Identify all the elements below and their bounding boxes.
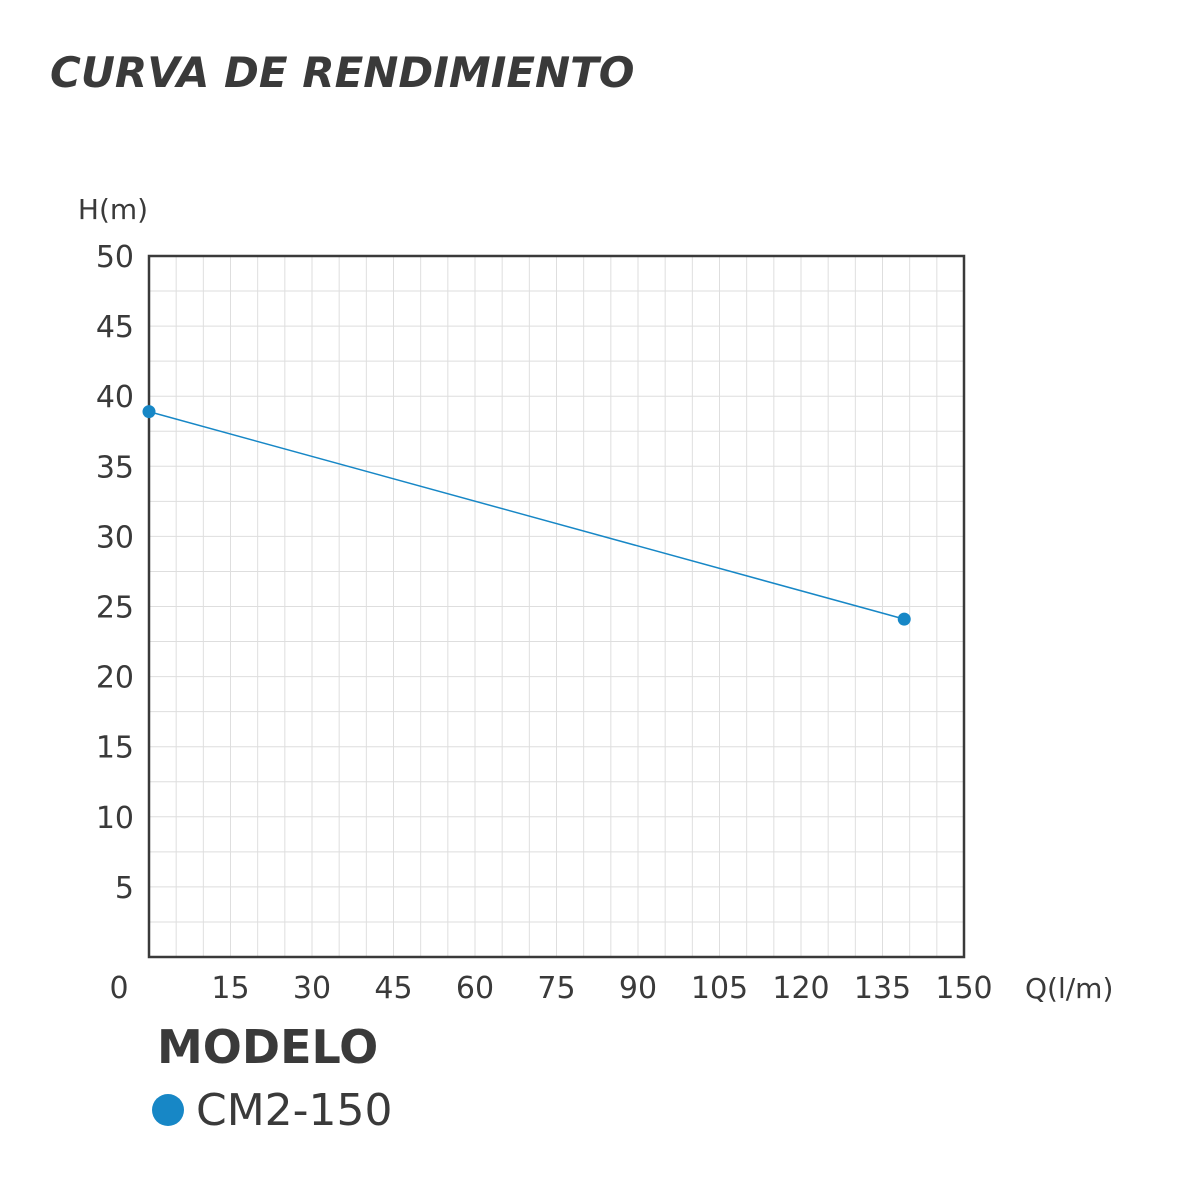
- y-axis-label: H(m): [78, 193, 148, 226]
- x-tick-label: 60: [456, 971, 494, 1006]
- legend-title: MODELO: [157, 1020, 379, 1074]
- grid-lines: [149, 256, 964, 957]
- y-tick-label: 20: [96, 661, 134, 696]
- chart-title: CURVA DE RENDIMIENTO: [50, 48, 635, 97]
- y-tick-label: 30: [96, 520, 134, 555]
- x-tick-label: 75: [537, 971, 575, 1006]
- x-tick-labels: 0 15 30 45 60 75 90 105 120 135 150: [109, 971, 992, 1006]
- x-tick-label: 105: [691, 971, 748, 1006]
- x-axis-label: Q(l/m): [1025, 972, 1113, 1005]
- legend-item: CM2-150: [152, 1080, 393, 1140]
- series-layer: [142, 405, 911, 626]
- y-tick-labels: 5 10 15 20 25 30 35 40 45 50: [96, 240, 134, 906]
- y-tick-label: 25: [96, 591, 134, 626]
- y-tick-label: 35: [96, 450, 134, 485]
- legend-label: CM2-150: [196, 1084, 393, 1136]
- series-line: [148, 410, 905, 620]
- plot-frame: [147, 254, 966, 959]
- x-tick-label: 0: [109, 971, 128, 1006]
- x-tick-label: 90: [619, 971, 657, 1006]
- y-tick-label: 5: [115, 871, 134, 906]
- y-tick-label: 15: [96, 731, 134, 766]
- x-tick-label: 30: [293, 971, 331, 1006]
- legend-dot-icon: [152, 1094, 184, 1126]
- x-tick-label: 15: [211, 971, 249, 1006]
- y-tick-label: 45: [96, 310, 134, 345]
- x-tick-label: 45: [374, 971, 412, 1006]
- y-tick-label: 50: [96, 240, 134, 275]
- y-tick-label: 10: [96, 801, 134, 836]
- x-tick-label: 135: [854, 971, 911, 1006]
- data-point: [142, 405, 156, 419]
- data-point: [897, 612, 911, 626]
- x-tick-label: 120: [772, 971, 829, 1006]
- x-tick-label: 150: [935, 971, 992, 1006]
- y-tick-label: 40: [96, 380, 134, 415]
